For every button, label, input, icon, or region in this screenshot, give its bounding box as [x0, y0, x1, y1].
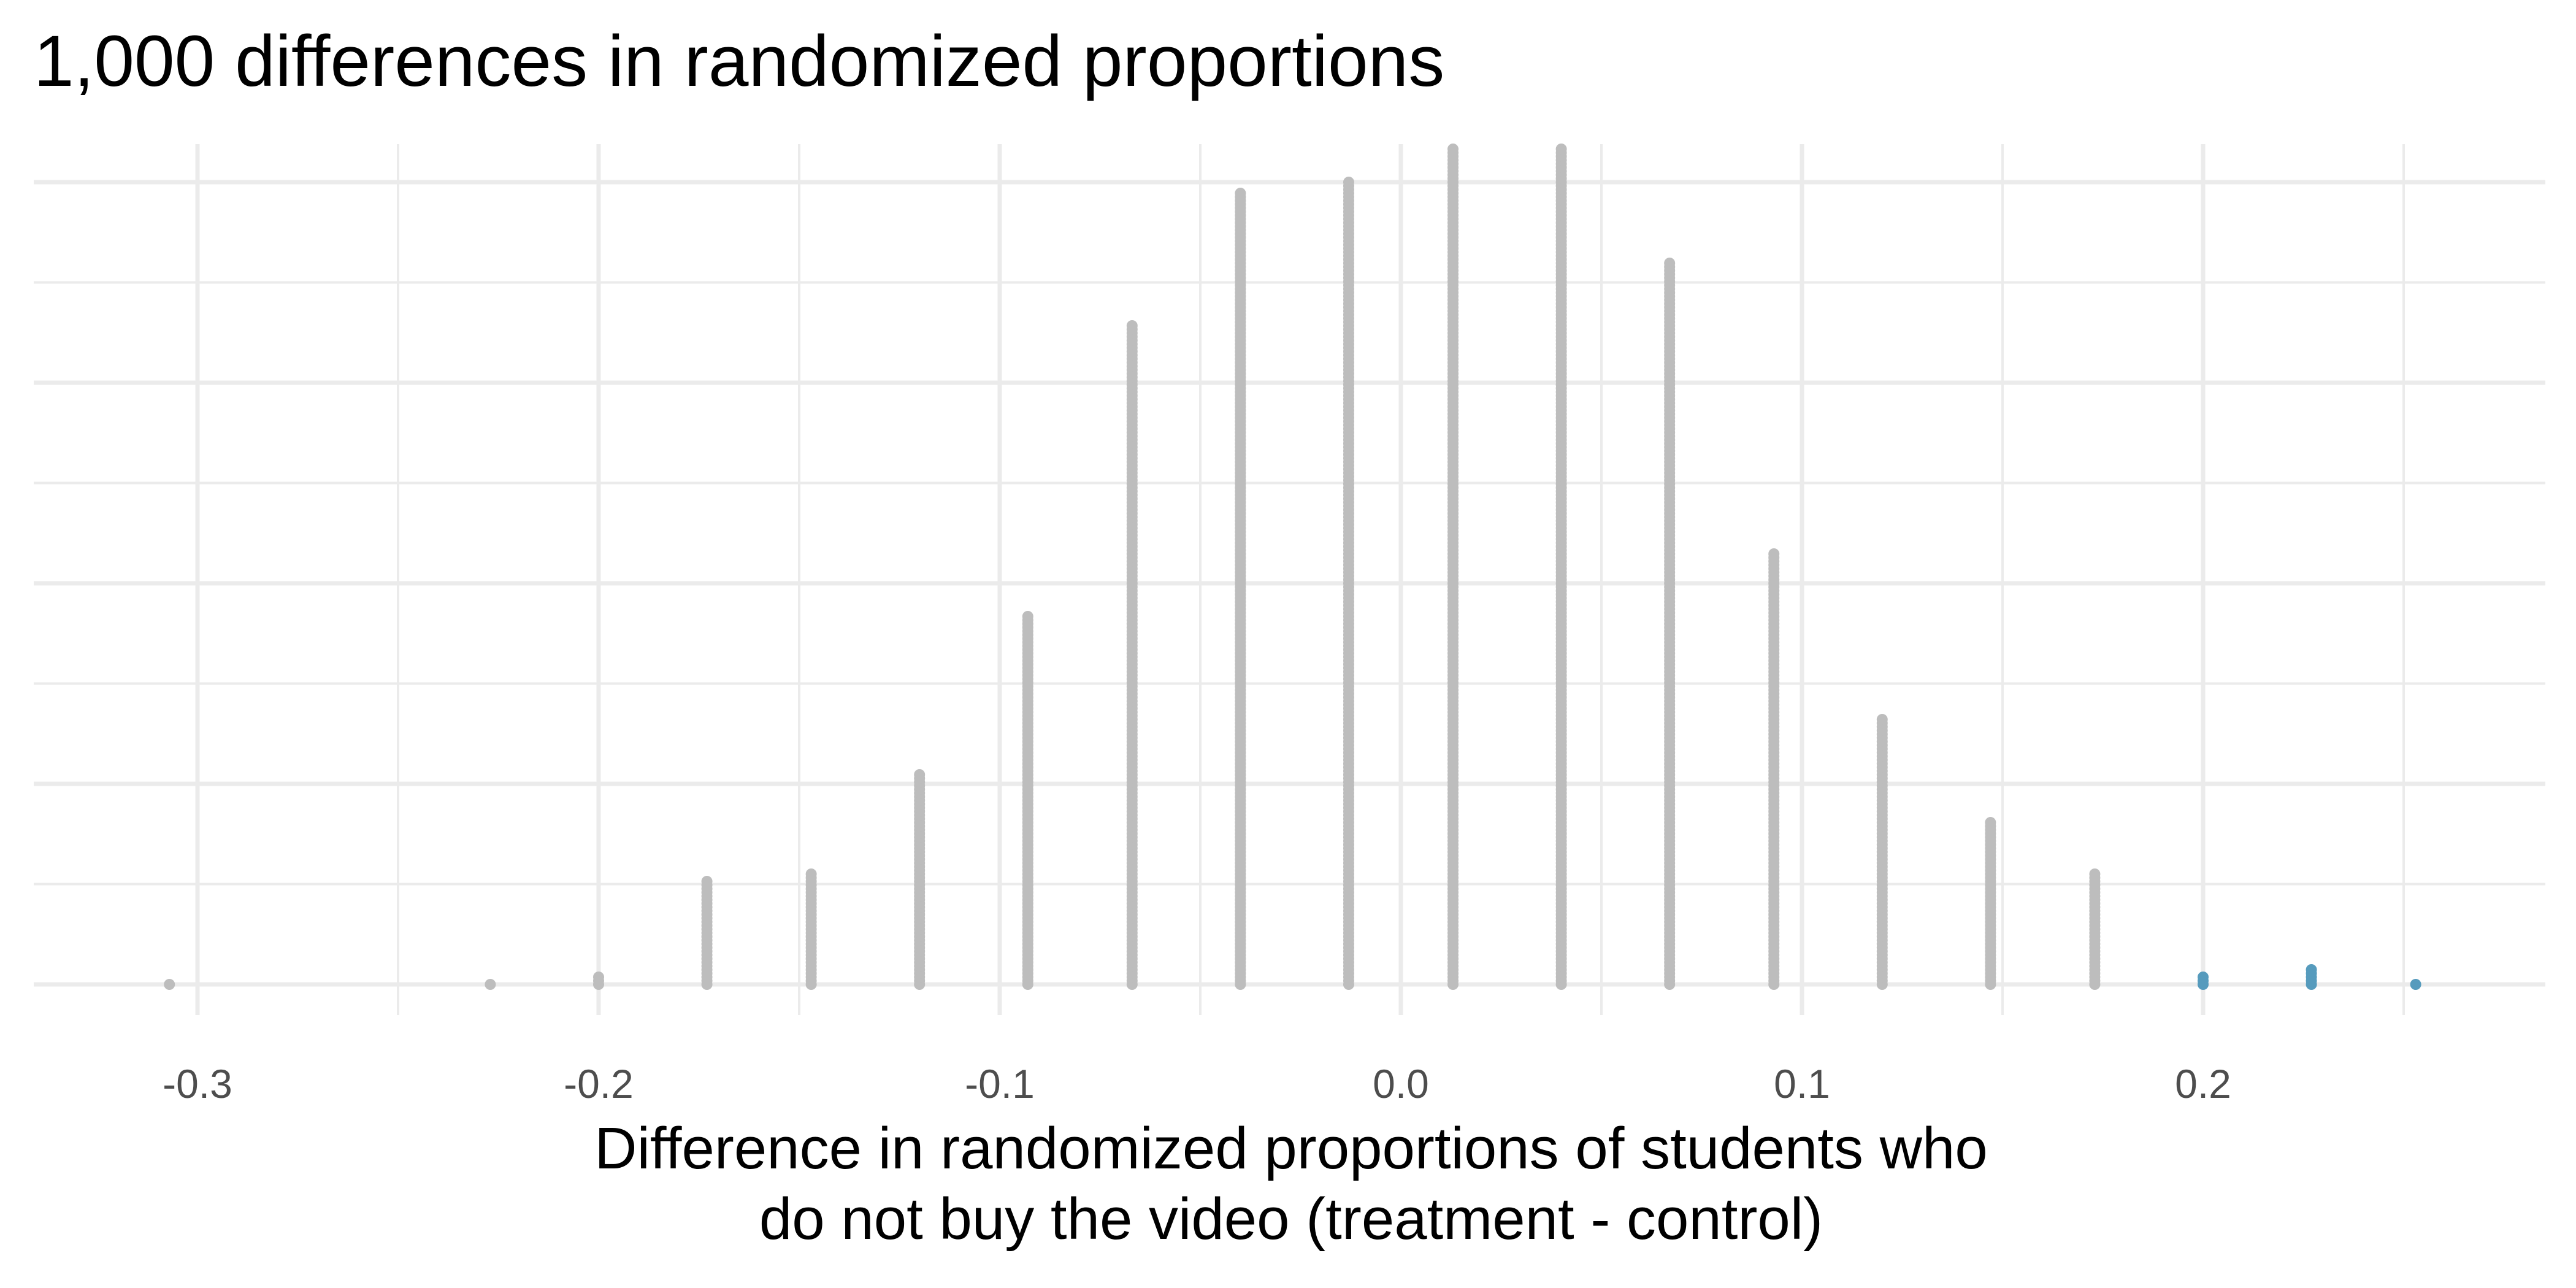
dot [1343, 177, 1354, 188]
dot [1664, 258, 1676, 269]
dot-stack [2198, 972, 2209, 990]
dot-stack [914, 769, 926, 990]
dot [2089, 868, 2101, 880]
dot [1985, 817, 1996, 828]
data-dots [164, 144, 2421, 990]
dot-stack [1343, 177, 1354, 990]
dot-stack [1447, 144, 1459, 990]
dot [485, 979, 496, 990]
x-axis-title-line-1: Difference in randomized proportions of … [594, 1116, 1988, 1181]
dot [2410, 979, 2421, 990]
x-tick-label: 0.1 [1774, 1061, 1830, 1106]
dot-stack [1876, 714, 1888, 990]
dot [1876, 714, 1888, 725]
dot-stack [485, 979, 496, 990]
dot-stack [1022, 611, 1033, 990]
dot [701, 876, 713, 887]
dot [1126, 320, 1138, 331]
x-tick-label: -0.2 [564, 1061, 634, 1106]
dot [1022, 611, 1033, 622]
dot-stack [1985, 817, 1996, 990]
dot [164, 979, 175, 990]
dot-stack [2089, 868, 2101, 990]
dot-stack [164, 979, 175, 990]
dot-stack [1768, 548, 1780, 990]
dot-stack [2410, 979, 2421, 990]
dot-stack [701, 876, 713, 990]
dot [2306, 964, 2317, 975]
x-axis-tick-labels: -0.3 -0.2 -0.1 0.0 0.1 0.2 [163, 1061, 2231, 1106]
dot-stack [1664, 258, 1676, 990]
dot [1768, 548, 1780, 559]
dot-stack [1555, 144, 1567, 990]
x-tick-label: -0.3 [163, 1061, 232, 1106]
x-tick-label: 0.0 [1373, 1061, 1429, 1106]
dot [914, 769, 926, 780]
dot [2198, 972, 2209, 983]
dot-stack [2306, 964, 2317, 990]
chart-title: 1,000 differences in randomized proporti… [34, 21, 1444, 102]
x-tick-label: 0.2 [2175, 1061, 2231, 1106]
dot [1447, 144, 1459, 155]
dot [805, 868, 817, 880]
dot-stack [1235, 188, 1246, 990]
x-axis-title-line-2: do not buy the video (treatment - contro… [759, 1186, 1823, 1252]
dot [593, 972, 604, 983]
dot [1235, 188, 1246, 199]
dot-stack [805, 868, 817, 990]
dot-stack [1126, 320, 1138, 990]
grid-lines [34, 144, 2545, 1015]
x-tick-label: -0.1 [965, 1061, 1035, 1106]
dot-stack [593, 972, 604, 990]
dot [1555, 144, 1567, 155]
